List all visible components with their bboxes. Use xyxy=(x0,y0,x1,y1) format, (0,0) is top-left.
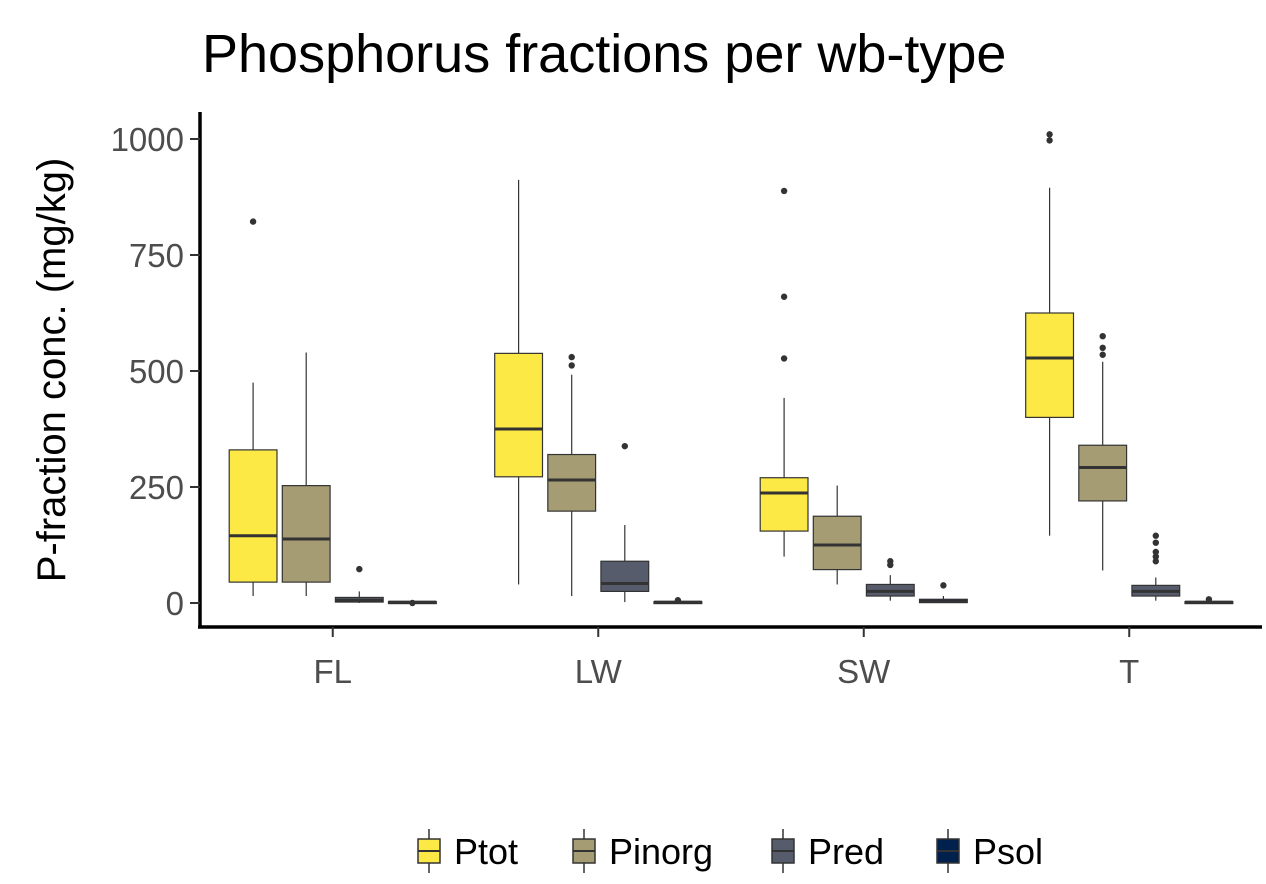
box-pred-t xyxy=(1131,532,1181,601)
box-ptot-fl xyxy=(228,218,278,597)
outlier-point xyxy=(568,362,575,369)
outlier-point xyxy=(1152,532,1160,539)
outlier-point xyxy=(1152,539,1160,546)
outlier-point xyxy=(1046,131,1053,138)
outlier-point xyxy=(1099,333,1106,340)
y-tick-label: 0 xyxy=(166,585,184,622)
x-tick-label: SW xyxy=(837,653,891,690)
x-tick-label: LW xyxy=(575,653,623,690)
legend-item-pred: Pred xyxy=(771,829,884,873)
box-pred-lw xyxy=(600,442,650,603)
outlier-point xyxy=(674,597,682,604)
outlier-point xyxy=(568,353,575,361)
y-tick-label: 1000 xyxy=(111,121,184,158)
box-pinorg-fl xyxy=(281,352,331,597)
outlier-point xyxy=(780,293,788,300)
box-ptot-sw xyxy=(759,187,809,557)
box-pred-fl xyxy=(334,565,384,603)
box-iqr xyxy=(812,515,862,571)
box-iqr xyxy=(1078,444,1128,502)
legend-label: Pinorg xyxy=(609,831,713,872)
y-axis-label: P-fraction conc. (mg/kg) xyxy=(30,158,74,583)
outlier-point xyxy=(1099,344,1106,351)
outlier-point xyxy=(409,599,416,607)
outlier-point xyxy=(1152,558,1160,565)
box-iqr xyxy=(228,449,278,583)
legend-item-pinorg: Pinorg xyxy=(572,829,713,873)
box-iqr xyxy=(281,485,331,583)
outlier-point xyxy=(356,565,363,573)
box-iqr xyxy=(494,352,544,478)
outlier-point xyxy=(1099,351,1106,358)
box-pinorg-t xyxy=(1078,333,1128,571)
box-iqr xyxy=(1025,312,1075,419)
y-tick-label: 750 xyxy=(129,237,184,274)
box-psol-fl xyxy=(387,599,437,607)
box-ptot-t xyxy=(1025,131,1075,536)
legend-item-psol: Psol xyxy=(936,829,1043,873)
outlier-point xyxy=(940,582,947,589)
box-iqr xyxy=(547,453,597,512)
outlier-point xyxy=(780,187,788,195)
legend-label: Pred xyxy=(808,831,884,872)
legend: Ptot Pinorg Pred Psol xyxy=(417,829,1043,873)
box-iqr xyxy=(600,560,650,592)
outlier-point xyxy=(1205,596,1213,603)
box-psol-lw xyxy=(653,597,703,605)
box-iqr xyxy=(759,477,809,532)
outlier-point xyxy=(780,355,788,362)
legend-item-ptot: Ptot xyxy=(417,829,518,873)
box-psol-t xyxy=(1184,596,1234,605)
box-psol-sw xyxy=(918,582,968,604)
outlier-point xyxy=(621,442,628,450)
chart-title: Phosphorus fractions per wb-type xyxy=(202,24,1006,84)
legend-label: Psol xyxy=(973,831,1043,872)
outlier-point xyxy=(249,218,257,225)
x-tick-label: T xyxy=(1119,653,1139,690)
outlier-point xyxy=(887,561,894,569)
y-tick-label: 250 xyxy=(129,469,184,506)
outlier-point xyxy=(1152,553,1160,560)
box-pinorg-sw xyxy=(812,485,862,585)
box-ptot-lw xyxy=(494,179,544,585)
outlier-point xyxy=(1046,137,1053,144)
outlier-point xyxy=(1152,548,1160,556)
legend-label: Ptot xyxy=(454,831,518,872)
x-tick-label: FL xyxy=(313,653,352,690)
y-tick-label: 500 xyxy=(129,353,184,390)
box-pred-sw xyxy=(865,558,915,601)
box-pinorg-lw xyxy=(547,353,597,597)
plot-area: 0 250 500 750 1000 FL LW SW T xyxy=(111,112,1262,690)
